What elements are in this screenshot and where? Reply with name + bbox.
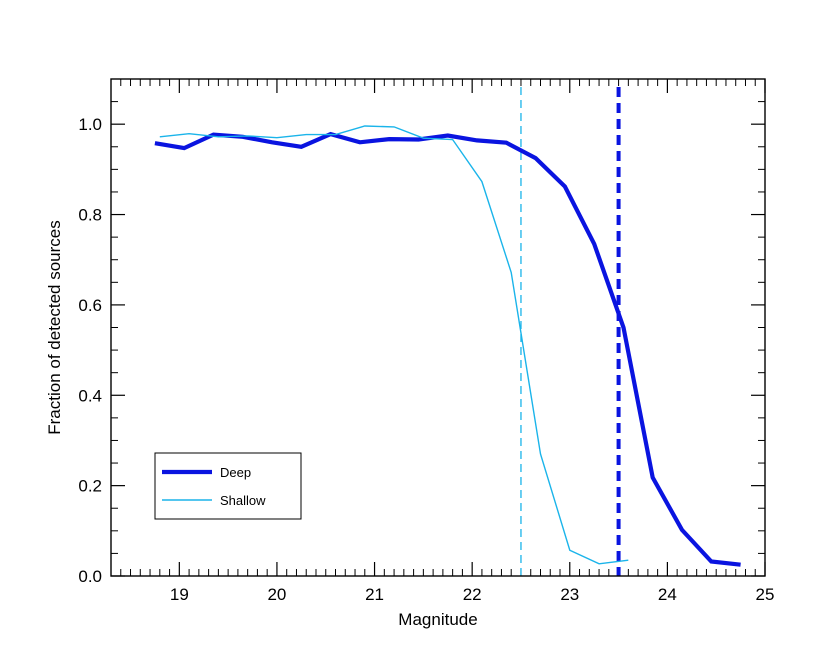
x-tick-label: 25 (756, 585, 775, 604)
x-tick-label: 21 (365, 585, 384, 604)
x-tick-label: 19 (170, 585, 189, 604)
y-tick-label: 1.0 (78, 115, 102, 134)
legend-label-deep: Deep (220, 465, 251, 480)
y-tick-label: 0.8 (78, 206, 102, 225)
series-lines (154, 125, 741, 567)
tick-labels: 19 20 21 22 23 24 25 0.0 0.2 0.4 0.6 0.8 1.0 (78, 115, 774, 604)
x-tick-label: 22 (463, 585, 482, 604)
x-tick-label: 23 (560, 585, 579, 604)
series-line-deep (154, 131, 741, 567)
y-tick-label: 0.2 (78, 477, 102, 496)
series-line-shallow (159, 125, 629, 565)
minor-ticks (110, 79, 765, 576)
y-axis-label: Fraction of detected sources (45, 220, 64, 435)
legend-label-shallow: Shallow (220, 493, 266, 508)
legend-box (154, 452, 302, 520)
x-axis-label: Magnitude (398, 610, 477, 629)
plot-frame (110, 78, 766, 577)
x-tick-label: 20 (267, 585, 286, 604)
y-tick-label: 0.6 (78, 296, 102, 315)
x-tick-label: 24 (658, 585, 677, 604)
y-tick-label: 0.4 (78, 386, 102, 405)
y-tick-label: 0.0 (78, 567, 102, 586)
threshold-lines (520, 87, 621, 576)
legend: Deep Shallow (154, 452, 302, 520)
